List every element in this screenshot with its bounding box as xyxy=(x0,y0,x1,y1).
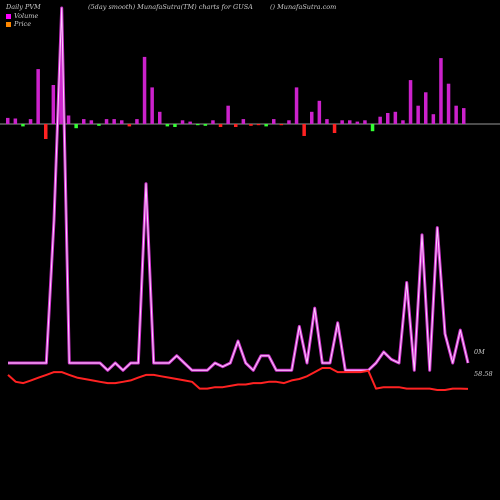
flow-bar xyxy=(446,83,451,124)
flow-bar xyxy=(386,113,390,124)
flow-bar xyxy=(325,119,329,124)
flow-bar xyxy=(150,87,154,124)
flow-bar xyxy=(272,119,276,124)
flow-bar xyxy=(6,117,10,124)
chart-title-left: Daily PVM xyxy=(6,3,41,11)
flow-bar xyxy=(173,124,177,127)
legend-price-swatch xyxy=(6,21,11,27)
flow-bar xyxy=(340,120,344,124)
flow-bar xyxy=(294,87,299,124)
flow-bar xyxy=(287,120,291,124)
price-end-label: 58.58 xyxy=(474,370,493,378)
flow-bar xyxy=(13,118,18,124)
flow-bar xyxy=(310,111,314,124)
flow-bar xyxy=(82,119,86,124)
flow-bar xyxy=(158,111,162,124)
chart-title-middle: (5day smooth) MunafaSutra(TM) charts for… xyxy=(88,3,253,11)
legend-price-label: Price xyxy=(14,20,32,28)
volume-line xyxy=(8,7,469,371)
flow-bar xyxy=(249,124,253,126)
flow-bar xyxy=(317,100,322,124)
flow-bar xyxy=(66,115,71,124)
flow-bar xyxy=(21,124,25,127)
flow-bar xyxy=(363,120,367,124)
volume-line-outer xyxy=(8,6,470,372)
flow-bar xyxy=(188,121,192,124)
flow-bar xyxy=(196,124,200,126)
flow-bar xyxy=(234,124,238,127)
flow-bar xyxy=(454,105,458,124)
legend-volume: Volume xyxy=(6,12,38,20)
flow-bar xyxy=(135,119,139,124)
price-line xyxy=(7,367,469,391)
legend-price: Price xyxy=(6,20,31,28)
legend-volume-label: Volume xyxy=(14,12,39,20)
flow-bar xyxy=(44,124,48,139)
flow-bar xyxy=(424,92,428,124)
flow-bar xyxy=(393,111,398,124)
flow-bar xyxy=(112,119,116,124)
flow-bar xyxy=(36,69,40,124)
volume-end-label: 0M xyxy=(474,348,485,356)
flow-bar xyxy=(279,124,284,126)
flow-bars xyxy=(6,56,466,139)
flow-bar xyxy=(416,105,420,124)
flow-bar xyxy=(332,124,337,133)
flow-bar xyxy=(165,124,170,127)
flow-bar xyxy=(370,124,375,132)
flow-bar xyxy=(226,105,230,124)
flow-bar xyxy=(142,56,147,124)
chart-title-right: () MunafaSutra.com xyxy=(270,3,337,11)
flow-bar xyxy=(462,108,466,124)
flow-bar xyxy=(431,114,436,124)
flow-bar xyxy=(302,124,306,136)
flow-bar xyxy=(28,119,33,124)
flow-bar xyxy=(97,124,101,126)
flow-bar xyxy=(51,85,56,124)
flow-bar xyxy=(104,119,109,124)
flow-bar xyxy=(59,59,63,124)
flow-bar xyxy=(203,124,208,126)
flow-bar xyxy=(241,119,246,124)
legend-volume-swatch xyxy=(6,13,11,19)
flow-bar xyxy=(89,120,94,124)
flow-bar xyxy=(127,124,132,127)
flow-bar xyxy=(74,124,78,129)
flow-bar xyxy=(218,124,223,127)
flow-bar xyxy=(264,124,268,127)
flow-bar xyxy=(211,120,215,124)
flow-bar xyxy=(408,80,413,124)
flow-bar xyxy=(256,124,261,126)
flow-bar xyxy=(439,58,443,124)
flow-bar xyxy=(348,120,352,124)
flow-bar xyxy=(120,120,124,124)
flow-bar xyxy=(378,116,382,124)
flow-bar xyxy=(180,120,185,124)
flow-bar xyxy=(355,121,360,124)
flow-bar xyxy=(401,120,405,124)
